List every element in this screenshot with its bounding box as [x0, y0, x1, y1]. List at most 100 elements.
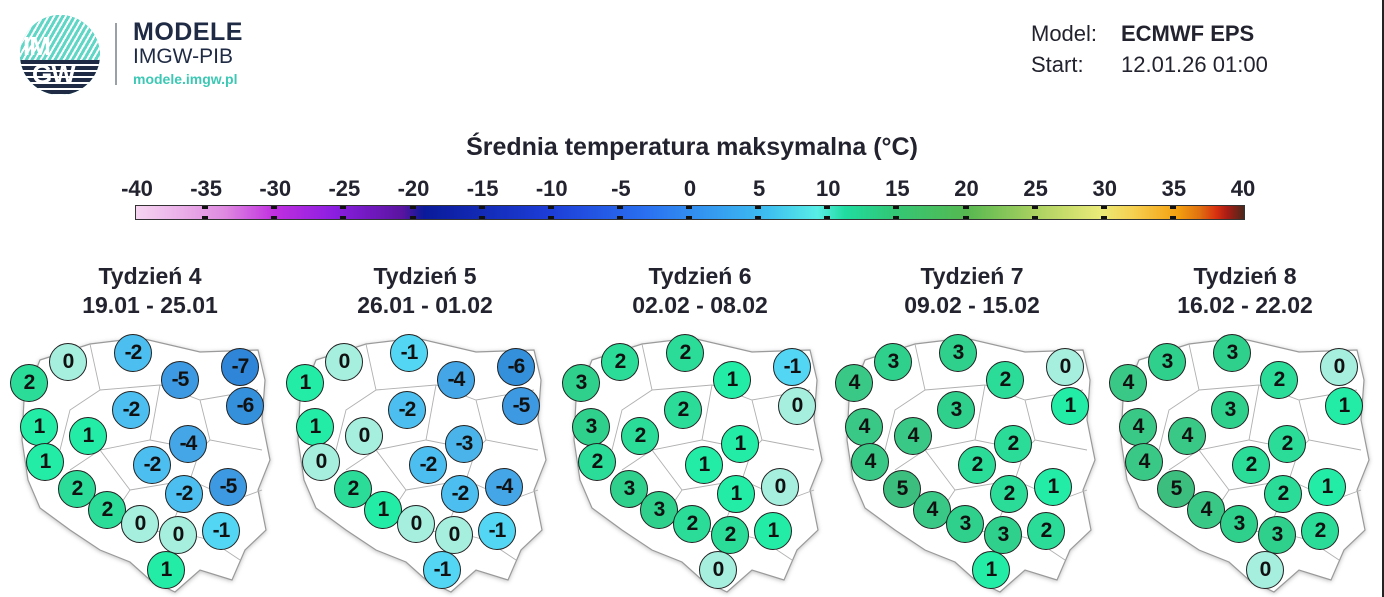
region-value-circle: 3 — [939, 334, 977, 372]
colorbar-tick-label: -30 — [259, 176, 292, 201]
colorbar-tick-label: -35 — [190, 176, 223, 201]
start-label: Start: — [1031, 52, 1084, 77]
brand-url: modele.imgw.pl — [133, 71, 238, 87]
region-value-circle: 2 — [666, 334, 704, 372]
region-value-circle: 4 — [845, 408, 883, 446]
region-value-circle: -3 — [445, 425, 483, 463]
region-value-circle: 2 — [10, 364, 48, 402]
colorbar-tick-mark — [1100, 206, 1107, 219]
region-value-circle: 1 — [26, 443, 64, 481]
region-value-circle: -6 — [497, 348, 535, 386]
region-value-circle: -1 — [423, 551, 461, 589]
region-value-circle: 0 — [1320, 348, 1358, 386]
brand-title: MODELE — [133, 18, 243, 46]
region-value-circle: 1 — [717, 475, 755, 513]
region-value-circle: -7 — [221, 348, 259, 386]
region-value-circle: 0 — [435, 516, 473, 554]
model-label: Model: — [1031, 21, 1098, 46]
region-value-circle: 0 — [1246, 551, 1284, 589]
region-value-circle: 2 — [990, 475, 1028, 513]
region-value-circle: 0 — [699, 551, 737, 589]
colorbar-tick-label: 20 — [954, 176, 979, 201]
region-value-circle: -1 — [478, 512, 516, 550]
region-value-circle: 1 — [147, 551, 185, 589]
region-value-circle: 3 — [562, 364, 600, 402]
region-value-circle: -2 — [133, 446, 171, 484]
region-value-circle: 3 — [572, 408, 610, 446]
brand-subtitle: IMGW-PIB — [133, 45, 233, 68]
colorbar-tick-mark — [686, 206, 692, 219]
start-info: Start: 12.01.26 01:00 — [1031, 52, 1268, 78]
week-label: Tydzień 5 — [373, 263, 477, 289]
colorbar-tick-mark — [340, 206, 347, 219]
region-value-circle: 2 — [994, 425, 1032, 463]
week-label: Tydzień 8 — [1193, 263, 1297, 289]
start-value: 12.01.26 01:00 — [1121, 52, 1268, 77]
region-value-circle: -4 — [485, 468, 523, 506]
colorbar-tick-label: 15 — [885, 176, 910, 201]
colorbar-tick-label: 35 — [1161, 176, 1187, 201]
week-label: Tydzień 6 — [648, 263, 752, 289]
region-value-circle: -2 — [114, 334, 152, 372]
region-value-circle: 0 — [49, 343, 87, 381]
region-value-circle: 3 — [937, 391, 975, 429]
region-value-circle: 4 — [835, 364, 873, 402]
model-value: ECMWF EPS — [1121, 21, 1255, 46]
week-header: Tydzień 6 02.02 - 08.02 — [565, 262, 835, 320]
region-value-circle: 2 — [664, 391, 702, 429]
colorbar — [135, 205, 1245, 220]
poland-map: 1 0 -1 -4 -6 -5 1 -2 0 -3 -2 0 -4 2 -2 1 0 0 -1 -1 — [276, 330, 556, 597]
colorbar-tick-label: 5 — [753, 176, 766, 201]
region-value-circle: 2 — [986, 361, 1024, 399]
week-label: Tydzień 7 — [920, 263, 1024, 289]
logo-divider — [115, 23, 117, 85]
region-value-circle: 1 — [721, 425, 759, 463]
region-value-circle: 0 — [778, 387, 816, 425]
region-value-circle: 0 — [121, 505, 159, 543]
region-value-circle: 4 — [1125, 443, 1163, 481]
region-value-circle: 3 — [874, 343, 912, 381]
colorbar-tick-label: -25 — [328, 176, 361, 201]
region-value-circle: 1 — [296, 408, 334, 446]
region-value-circle: 2 — [578, 443, 616, 481]
right-border — [1382, 0, 1384, 597]
colorbar-tick-mark — [824, 206, 831, 219]
region-value-circle: 1 — [1325, 387, 1363, 425]
region-value-circle: 4 — [851, 443, 889, 481]
region-value-circle: 3 — [1220, 505, 1258, 543]
colorbar-tick-mark — [409, 206, 416, 219]
colorbar-tick-mark — [202, 206, 209, 219]
region-value-circle: 1 — [1051, 387, 1089, 425]
region-value-circle: 2 — [711, 516, 749, 554]
region-value-circle: 0 — [397, 505, 435, 543]
region-value-circle: 2 — [601, 343, 639, 381]
region-value-circle: 1 — [69, 417, 107, 455]
region-value-circle: -1 — [773, 348, 811, 386]
week-header: Tydzień 4 19.01 - 25.01 — [15, 262, 285, 320]
region-value-circle: 2 — [958, 446, 996, 484]
week-header: Tydzień 5 26.01 - 01.02 — [290, 262, 560, 320]
region-value-circle: -2 — [165, 475, 203, 513]
week-dates: 26.01 - 01.02 — [357, 292, 493, 318]
region-value-circle: 1 — [685, 446, 723, 484]
colorbar-tick-mark — [271, 206, 278, 219]
region-value-circle: -4 — [169, 425, 207, 463]
poland-map: 3 2 2 1 -1 0 3 2 2 1 1 2 0 3 1 3 2 2 1 0 — [552, 330, 832, 597]
region-value-circle: 0 — [345, 417, 383, 455]
region-value-circle: 3 — [946, 505, 984, 543]
colorbar-tick-label: 30 — [1092, 176, 1117, 201]
region-value-circle: 5 — [1157, 470, 1195, 508]
colorbar-tick-label: 40 — [1230, 176, 1256, 201]
region-value-circle: 1 — [20, 408, 58, 446]
region-value-circle: 3 — [640, 491, 678, 529]
week-label: Tydzień 4 — [98, 263, 202, 289]
region-value-circle: -1 — [390, 334, 428, 372]
region-value-circle: 1 — [1034, 468, 1072, 506]
colorbar-tick-label: -40 — [121, 176, 153, 201]
week-header: Tydzień 8 16.02 - 22.02 — [1110, 262, 1380, 320]
region-value-circle: 3 — [984, 516, 1022, 554]
region-value-circle: 2 — [1268, 425, 1306, 463]
colorbar-tick-mark — [1169, 206, 1176, 219]
region-value-circle: -2 — [409, 446, 447, 484]
region-value-circle: 1 — [972, 551, 1010, 589]
